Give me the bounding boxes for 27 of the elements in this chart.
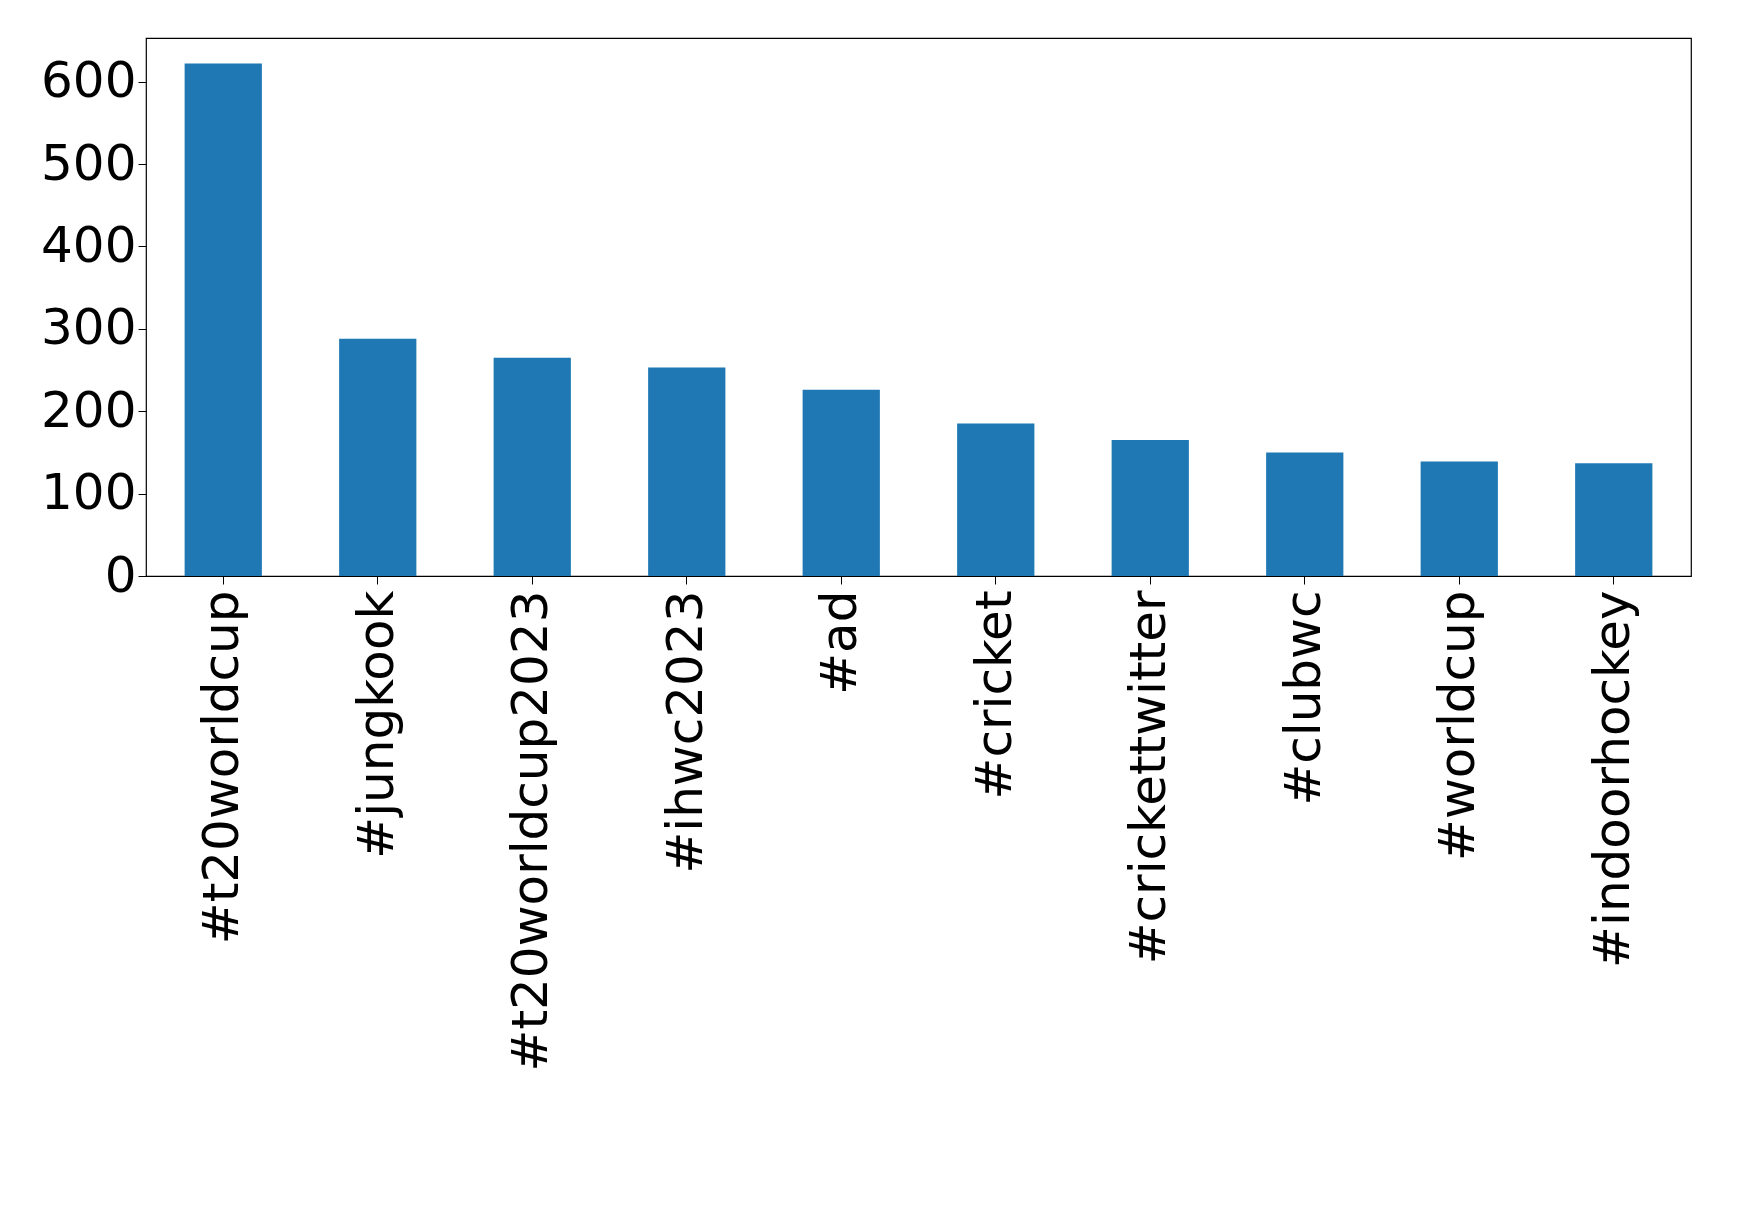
bar — [339, 338, 417, 576]
bar — [1266, 452, 1344, 576]
x-tick-label: #t20worldcup — [192, 590, 251, 945]
y-tick-label: 600 — [41, 51, 137, 110]
bar — [648, 367, 726, 576]
y-tick-label: 300 — [41, 298, 137, 357]
bar — [1420, 461, 1498, 576]
bar — [1111, 440, 1189, 576]
x-tick-label: #clubwc — [1273, 590, 1332, 806]
x-tick-label: #worldcup — [1428, 590, 1487, 861]
x-tick-label: #jungkook — [346, 590, 405, 859]
y-tick-label: 400 — [41, 215, 137, 274]
y-tick-label: 100 — [41, 463, 137, 522]
x-tick-label: #ihwc2023 — [655, 590, 714, 874]
x-tick-label: #ad — [810, 590, 869, 695]
x-tick-label: #crickettwitter — [1119, 590, 1178, 965]
x-tick-label: #indoorhockey — [1582, 590, 1641, 968]
bar — [184, 63, 262, 576]
y-tick-label: 500 — [41, 133, 137, 192]
bar — [493, 357, 571, 576]
bar — [957, 423, 1035, 576]
y-tick-label: 200 — [41, 380, 137, 439]
x-tick-label: #cricket — [964, 590, 1023, 800]
bar — [1575, 463, 1653, 576]
y-tick-label: 0 — [104, 545, 137, 604]
bar — [802, 389, 880, 576]
x-tick-label: #t20worldcup2023 — [501, 590, 560, 1072]
